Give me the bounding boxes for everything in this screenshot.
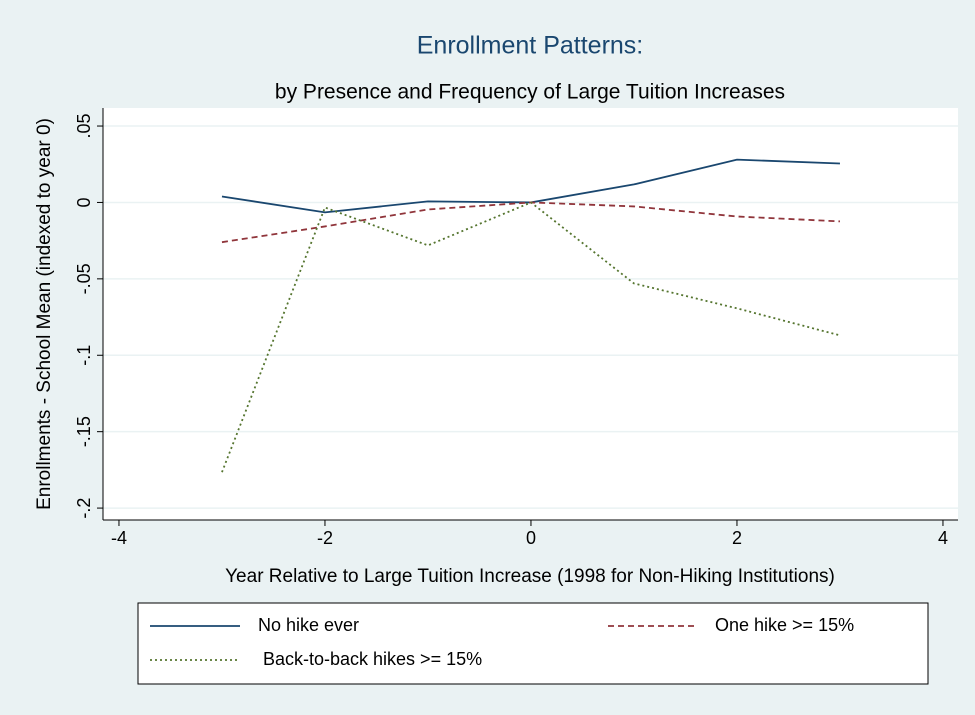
y-tick-label: 0	[74, 197, 94, 207]
y-tick-label: .05	[74, 114, 94, 139]
chart-title: Enrollment Patterns:	[417, 32, 644, 60]
chart-subtitle: by Presence and Frequency of Large Tuiti…	[275, 81, 785, 104]
x-tick-label: -4	[111, 528, 127, 548]
legend-label: No hike ever	[258, 615, 359, 635]
legend-label: Back-to-back hikes >= 15%	[263, 649, 482, 669]
x-tick-label: -2	[317, 528, 333, 548]
x-axis-label: Year Relative to Large Tuition Increase …	[225, 566, 835, 587]
y-tick-label: -.05	[74, 263, 94, 294]
x-tick-label: 2	[732, 528, 742, 548]
y-tick-label: -.15	[74, 416, 94, 447]
y-axis-label: Enrollments - School Mean (indexed to ye…	[34, 118, 55, 510]
x-tick-label: 0	[526, 528, 536, 548]
x-tick-label: 4	[938, 528, 948, 548]
plot-area	[103, 108, 958, 520]
series-line	[221, 201, 841, 473]
legend	[137, 602, 929, 685]
y-tick-label: -.1	[74, 345, 94, 366]
legend-label: One hike >= 15%	[715, 615, 854, 635]
y-tick-label: -.2	[74, 498, 94, 519]
